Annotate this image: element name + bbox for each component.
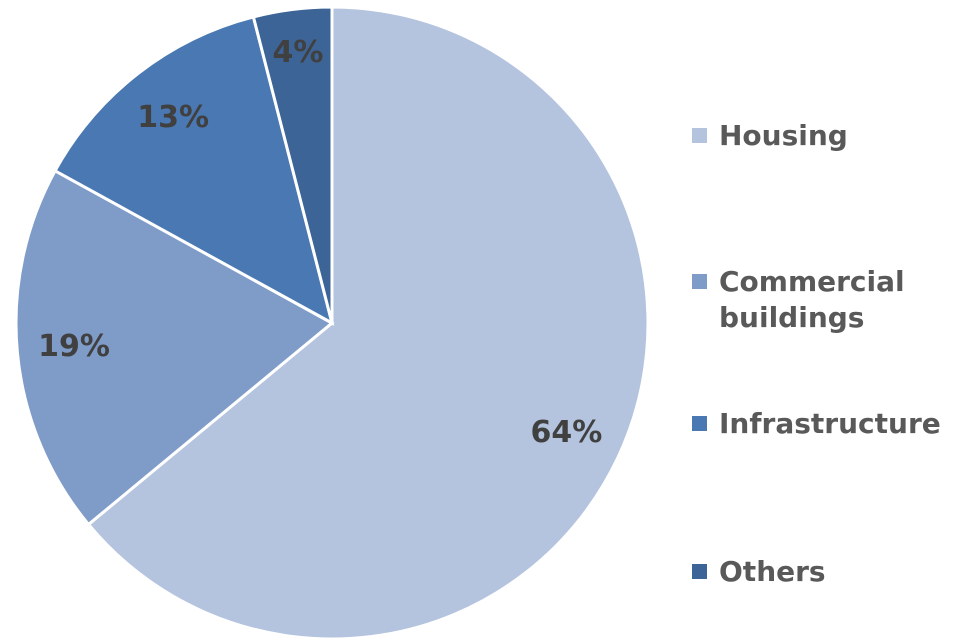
legend-label: Infrastructure (719, 407, 941, 440)
pie-slice (53, 15, 335, 326)
legend-label: Commercial buildings (719, 265, 905, 334)
data-label: 13% (137, 100, 209, 135)
pie-slice (86, 5, 650, 638)
data-label: 64% (531, 415, 603, 450)
data-label: 4% (272, 35, 323, 70)
legend-item: Infrastructure (692, 406, 954, 442)
pie-slice (251, 5, 334, 324)
legend-swatch (692, 128, 707, 143)
legend-label: Others (719, 555, 826, 588)
data-label: 19% (38, 329, 110, 364)
legend-item: Others (692, 554, 954, 590)
pie-slice (14, 168, 335, 527)
legend: Housing Commercial buildings Infrastructur… (692, 0, 961, 638)
legend-swatch (692, 274, 707, 289)
legend-swatch (692, 564, 707, 579)
legend-item: Housing (692, 118, 954, 154)
legend-label: Housing (719, 119, 848, 152)
legend-swatch (692, 416, 707, 431)
legend-item: Commercial buildings (692, 264, 954, 336)
